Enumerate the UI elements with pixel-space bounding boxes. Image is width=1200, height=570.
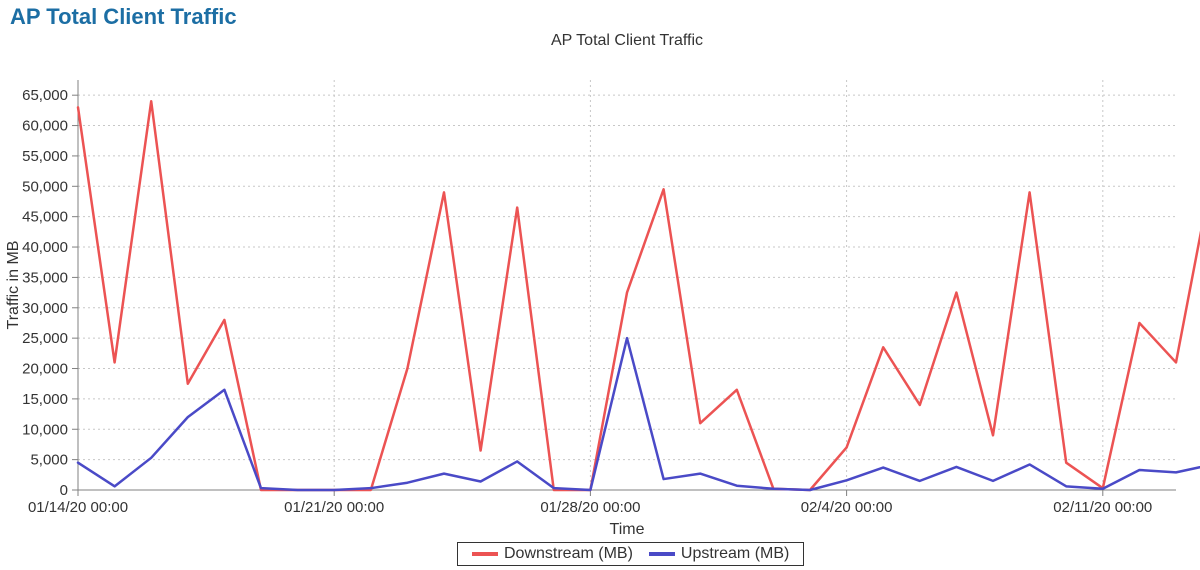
chart-container: AP Total Client Traffic AP Total Client … <box>0 0 1200 570</box>
svg-text:60,000: 60,000 <box>22 118 68 135</box>
svg-text:45,000: 45,000 <box>22 209 68 226</box>
svg-text:30,000: 30,000 <box>22 300 68 317</box>
traffic-line-chart: 0 5,000 10,000 15,000 20,000 25,000 30,000 35,0… <box>0 28 1200 548</box>
svg-text:25,000: 25,000 <box>22 330 68 347</box>
svg-text:10,000: 10,000 <box>22 421 68 438</box>
svg-text:5,000: 5,000 <box>30 452 68 469</box>
legend-item-downstream: Downstream (MB) <box>472 545 633 563</box>
svg-text:Time: Time <box>610 521 645 538</box>
svg-text:35,000: 35,000 <box>22 269 68 286</box>
svg-text:40,000: 40,000 <box>22 239 68 256</box>
svg-text:02/4/20 00:00: 02/4/20 00:00 <box>801 499 893 516</box>
svg-text:Traffic in MB: Traffic in MB <box>5 241 22 330</box>
svg-text:01/21/20 00:00: 01/21/20 00:00 <box>284 499 384 516</box>
legend-item-upstream: Upstream (MB) <box>649 545 789 563</box>
svg-text:15,000: 15,000 <box>22 391 68 408</box>
legend-label-upstream: Upstream (MB) <box>681 545 789 563</box>
svg-text:50,000: 50,000 <box>22 178 68 195</box>
svg-text:20,000: 20,000 <box>22 361 68 378</box>
svg-text:55,000: 55,000 <box>22 148 68 165</box>
svg-text:01/28/20 00:00: 01/28/20 00:00 <box>540 499 640 516</box>
legend-swatch-downstream <box>472 552 498 556</box>
section-title: AP Total Client Traffic <box>10 4 237 30</box>
legend-swatch-upstream <box>649 552 675 556</box>
svg-text:01/14/20 00:00: 01/14/20 00:00 <box>28 499 128 516</box>
svg-text:02/11/20 00:00: 02/11/20 00:00 <box>1053 499 1152 516</box>
chart-legend: Downstream (MB) Upstream (MB) <box>457 542 804 566</box>
svg-text:65,000: 65,000 <box>22 87 68 104</box>
svg-text:0: 0 <box>60 482 68 499</box>
legend-label-downstream: Downstream (MB) <box>504 545 633 563</box>
